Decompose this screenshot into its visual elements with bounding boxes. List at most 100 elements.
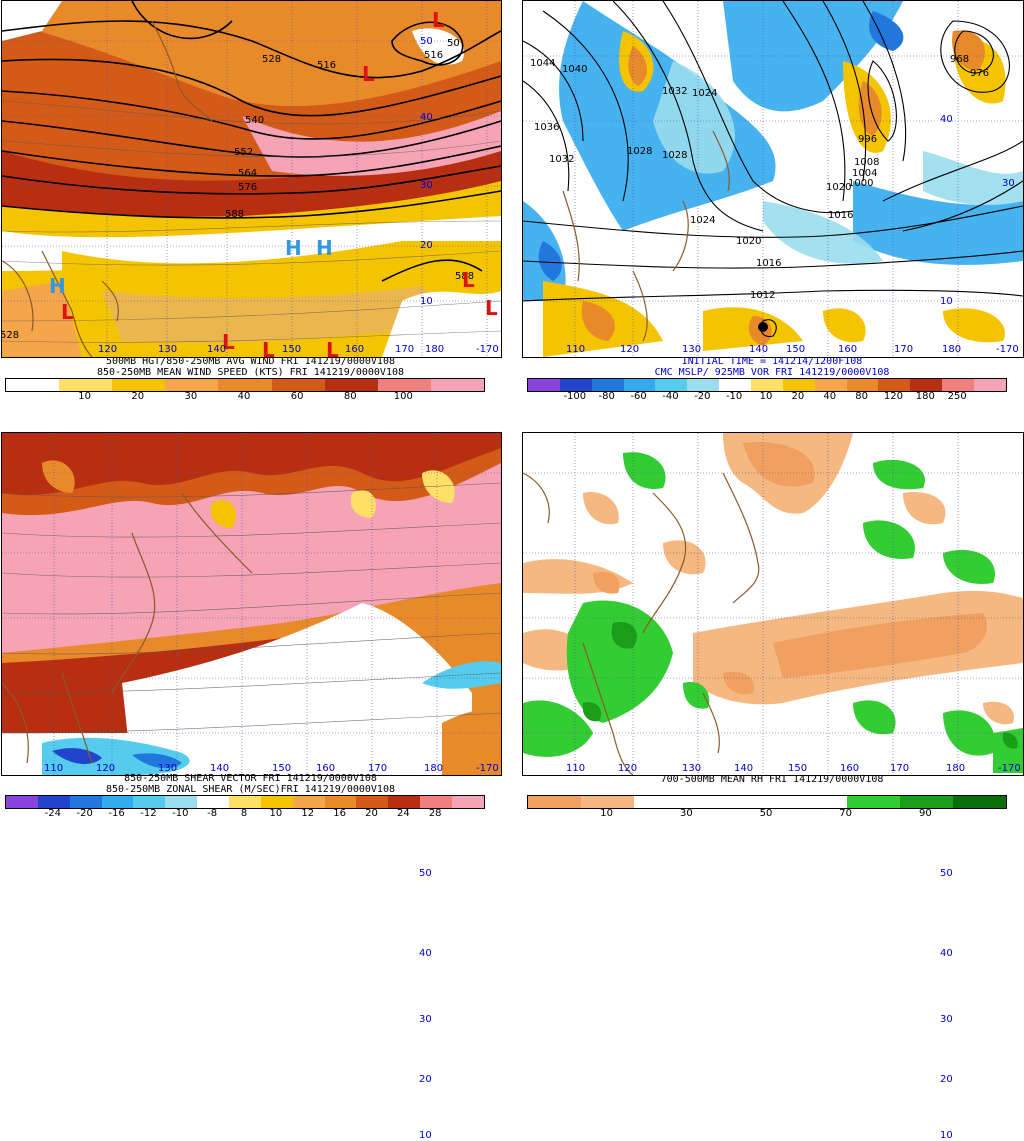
color-scale-tick-label: 28 xyxy=(428,808,442,819)
color-scale-swatch xyxy=(528,796,582,808)
contour-label: 528 xyxy=(0,330,20,341)
longitude-label: 170 xyxy=(890,763,910,774)
latitude-label: 50 xyxy=(420,36,433,47)
caption-line: 850-250MB SHEAR VECTOR FRI 141219/0000V1… xyxy=(124,773,377,784)
map-canvas-mslp xyxy=(523,1,1023,357)
color-scale-swatch xyxy=(6,796,38,808)
high-pressure-marker: H xyxy=(316,236,333,260)
panel-500mb-height-wind: 528 516 540 552 564 576 588 588 528 50 5… xyxy=(0,0,502,403)
contour-label: 1000 xyxy=(848,178,874,189)
color-scale-tick-label: 40 xyxy=(823,391,837,402)
longitude-label: 130 xyxy=(682,344,702,355)
color-scale-swatch xyxy=(69,796,102,808)
contour-label: 1016 xyxy=(828,210,854,221)
color-scale-tick-label: 250 xyxy=(947,391,967,402)
panel-mean-rh: 50 40 30 20 10 110 120 130 140 150 160 1… xyxy=(522,418,1024,1141)
color-scale-swatch xyxy=(559,379,592,391)
contour-label: 1044 xyxy=(530,58,556,69)
contour-label: 996 xyxy=(858,134,878,145)
high-pressure-marker: H xyxy=(285,236,302,260)
color-scale-swatch xyxy=(591,379,624,391)
color-scale-tick-label: 12 xyxy=(301,808,315,819)
color-scale-swatch xyxy=(229,796,261,808)
contour-label: 1008 xyxy=(854,157,880,168)
longitude-label: 130 xyxy=(158,344,178,355)
contour-label: 1024 xyxy=(692,88,718,99)
latitude-label: 50 xyxy=(419,868,432,879)
color-scale-swatch xyxy=(719,379,752,391)
map-mean-rh xyxy=(522,432,1024,776)
longitude-label: 180 xyxy=(942,344,962,355)
caption-line: CMC MSLP/ 925MB VOR FRI 141219/0000V108 xyxy=(654,367,890,378)
color-scale-swatch xyxy=(528,379,560,391)
latitude-label: 20 xyxy=(940,1074,953,1085)
latitude-label: 20 xyxy=(419,1074,432,1085)
color-scale-tick-label: 80 xyxy=(343,391,357,402)
color-scale-swatch xyxy=(37,796,70,808)
contour-label: 516 xyxy=(424,50,444,61)
color-scale-labels: 10 20 30 40 60 80 100 xyxy=(5,391,483,403)
color-scale-tick-label: -40 xyxy=(662,391,679,402)
color-scale-swatch xyxy=(751,379,783,391)
panel-caption: 500MB HGT/850-250MB AVG WIND FRI 141219/… xyxy=(1,356,500,378)
caption-line: 700-500MB MEAN RH FRI 141219/0000V108 xyxy=(660,774,884,785)
color-scale-tick-label: -24 xyxy=(44,808,61,819)
low-pressure-marker: L xyxy=(362,62,375,86)
color-scale-tick-label: 40 xyxy=(237,391,251,402)
color-scale-swatch xyxy=(687,796,741,808)
color-scale-swatch xyxy=(452,796,484,808)
map-canvas-500mb xyxy=(2,1,501,357)
color-scale-swatch xyxy=(260,796,293,808)
map-zonal-shear xyxy=(1,432,502,776)
contour-label: 1040 xyxy=(562,64,588,75)
longitude-label: 180 xyxy=(424,763,444,774)
color-scale-swatch xyxy=(952,796,1006,808)
color-scale-swatch xyxy=(218,379,272,391)
color-scale-swatch xyxy=(101,796,134,808)
low-pressure-marker: L xyxy=(485,296,498,320)
contour-label: 1024 xyxy=(690,215,716,226)
color-scale-swatch xyxy=(388,796,421,808)
color-scale-tick-label: -100 xyxy=(563,391,587,402)
color-scale-swatch xyxy=(655,379,688,391)
contour-label: 1016 xyxy=(756,258,782,269)
map-500mb-height xyxy=(1,0,502,358)
color-scale-bar xyxy=(527,378,1007,392)
longitude-label: 110 xyxy=(566,344,586,355)
color-scale-tick-label: 10 xyxy=(600,808,614,819)
color-scale-swatch xyxy=(846,796,900,808)
longitude-label: 120 xyxy=(98,344,118,355)
color-scale-swatch xyxy=(782,379,815,391)
low-pressure-marker: L xyxy=(326,338,339,362)
map-canvas-rh xyxy=(523,433,1023,775)
color-scale-swatch xyxy=(197,796,230,808)
color-scale-swatch xyxy=(292,796,325,808)
latitude-label: 30 xyxy=(940,1014,953,1025)
color-scale-tick-label: 20 xyxy=(791,391,805,402)
low-pressure-marker: L xyxy=(462,268,475,292)
color-scale-tick-label: 16 xyxy=(333,808,346,819)
color-scale-swatch xyxy=(271,379,325,391)
latitude-label: 50 xyxy=(940,868,953,879)
longitude-label: -170 xyxy=(996,344,1019,355)
latitude-label: 40 xyxy=(940,114,953,125)
longitude-label: 160 xyxy=(840,763,860,774)
color-scale-tick-label: 30 xyxy=(679,808,693,819)
longitude-label: -170 xyxy=(476,344,499,355)
contour-label: 1032 xyxy=(549,154,575,165)
color-scale-tick-label: 20 xyxy=(365,808,378,819)
color-scale-swatch xyxy=(846,379,879,391)
color-scale-tick-label: 100 xyxy=(393,391,413,402)
color-scale-bar xyxy=(5,795,485,809)
color-scale-swatch xyxy=(324,379,378,391)
color-scale-swatch xyxy=(899,796,953,808)
color-scale-swatch xyxy=(581,796,635,808)
color-scale-swatch xyxy=(793,796,847,808)
longitude-label: 140 xyxy=(210,763,230,774)
color-scale-tick-label: -10 xyxy=(172,808,189,819)
contour-label: 1004 xyxy=(852,168,878,179)
color-scale-swatch xyxy=(165,379,219,391)
contour-label: 1012 xyxy=(750,290,776,301)
high-pressure-marker: H xyxy=(49,274,66,298)
longitude-label: 120 xyxy=(96,763,116,774)
